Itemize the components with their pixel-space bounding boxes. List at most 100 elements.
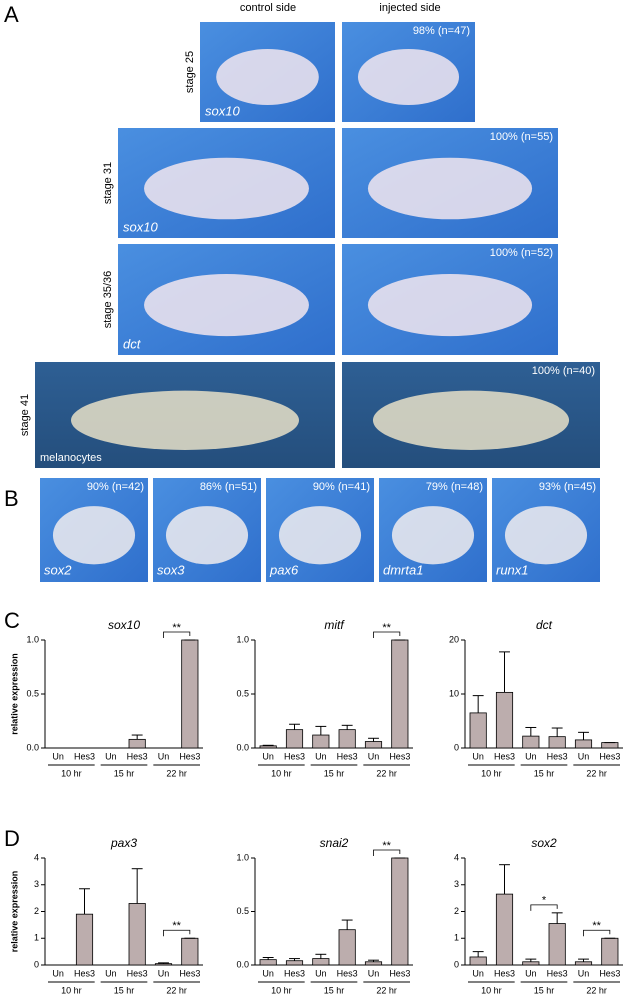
error-bar — [472, 951, 484, 957]
x-tick-label: Un — [315, 751, 327, 761]
marker-label: pax6 — [269, 562, 299, 577]
bar — [469, 712, 487, 749]
bar — [338, 929, 356, 966]
error-bar — [262, 957, 274, 960]
bar — [522, 735, 540, 749]
bar — [128, 738, 146, 749]
marker-label: sox2 — [44, 562, 72, 577]
x-tick-label: Hes3 — [127, 968, 148, 978]
x-tick-label: Un — [578, 968, 590, 978]
x-tick-label: Hes3 — [547, 968, 568, 978]
error-bar — [315, 725, 327, 736]
embryo — [52, 506, 136, 565]
marker-label: sox10 — [205, 103, 240, 118]
bar — [285, 729, 304, 749]
y-axis-label: relative expression — [9, 653, 19, 735]
x-tick-label: Un — [525, 751, 537, 761]
bar — [128, 903, 146, 966]
bar — [364, 741, 383, 749]
group-label: 10 hr — [481, 985, 502, 995]
y-tick-label: 3 — [454, 879, 459, 889]
chart-title: dct — [536, 618, 553, 632]
error-bar — [551, 912, 563, 924]
significance-bracket — [583, 929, 611, 937]
chart-title: sox2 — [531, 836, 557, 850]
x-tick-label: Hes3 — [599, 751, 620, 761]
y-tick-label: 0.5 — [236, 906, 249, 916]
bar — [601, 742, 619, 749]
x-tick-label: Un — [315, 968, 327, 978]
y-tick-label: 0.0 — [26, 742, 39, 752]
bar — [469, 956, 487, 966]
bar — [259, 959, 277, 966]
significance-label: ** — [382, 622, 391, 634]
x-tick-label: Hes3 — [547, 751, 568, 761]
embryo — [357, 49, 460, 105]
y-tick-label: 1.0 — [236, 852, 249, 862]
marker-label: dmrta1 — [383, 562, 423, 577]
embryo — [504, 506, 588, 565]
y-tick-label: 1 — [454, 933, 459, 943]
marker-label: sox10 — [123, 219, 158, 234]
embryo — [216, 49, 319, 105]
y-tick-label: 1.0 — [236, 634, 249, 644]
group-label: 22 hr — [166, 985, 187, 995]
marker-label: sox3 — [157, 562, 185, 577]
x-tick-label: Hes3 — [179, 968, 200, 978]
score-label: 93% (n=45) — [539, 481, 596, 493]
bar — [548, 923, 566, 966]
x-tick-label: Un — [262, 968, 274, 978]
bar — [285, 960, 304, 966]
x-tick-label: Hes3 — [494, 968, 515, 978]
error-bar — [315, 953, 327, 959]
score-label: 90% (n=41) — [313, 481, 370, 493]
significance-bracket — [530, 904, 558, 911]
chart-title: pax3 — [110, 836, 137, 850]
y-tick-label: 0.5 — [26, 688, 39, 698]
x-tick-label: Hes3 — [599, 968, 620, 978]
error-bar — [472, 695, 484, 713]
error-bar — [158, 962, 169, 964]
x-tick-label: Un — [105, 968, 117, 978]
x-tick-label: Un — [262, 751, 274, 761]
group-label: 22 hr — [586, 985, 607, 995]
bar — [312, 734, 330, 749]
group-label: 10 hr — [61, 768, 82, 778]
score-label: 79% (n=48) — [426, 481, 483, 493]
significance-bracket — [163, 929, 191, 937]
score-label: 100% (n=55) — [490, 131, 553, 143]
chart-title: mitf — [324, 618, 345, 632]
bar — [154, 963, 173, 966]
score-label: 100% (n=52) — [490, 247, 553, 259]
error-bar — [341, 724, 353, 730]
y-tick-label: 1.0 — [26, 634, 39, 644]
x-tick-label: Un — [472, 751, 484, 761]
chart-title: sox10 — [108, 618, 140, 632]
y-tick-label: 1 — [34, 933, 39, 943]
x-tick-label: Hes3 — [74, 751, 95, 761]
significance-bracket — [163, 631, 191, 638]
group-label: 22 hr — [376, 768, 397, 778]
error-bar — [525, 958, 537, 962]
x-tick-label: Un — [158, 968, 170, 978]
bar — [391, 639, 409, 749]
significance-label: ** — [592, 920, 601, 932]
error-bar — [499, 864, 510, 895]
score-label: 86% (n=51) — [200, 481, 257, 493]
marker-label: melanocytes — [40, 452, 102, 464]
y-tick-label: 2 — [454, 906, 459, 916]
significance-bracket — [373, 849, 401, 856]
stage-label: stage 35/36 — [102, 271, 114, 329]
y-tick-label: 3 — [34, 879, 39, 889]
panel-label: A — [4, 2, 19, 27]
error-bar — [499, 651, 510, 693]
error-bar — [368, 737, 379, 742]
x-tick-label: Hes3 — [389, 968, 410, 978]
y-tick-label: 0.5 — [236, 688, 249, 698]
y-tick-label: 0 — [454, 959, 459, 969]
significance-label: ** — [382, 840, 391, 852]
y-tick-label: 0.0 — [236, 959, 249, 969]
bar — [574, 739, 593, 749]
x-tick-label: Hes3 — [74, 968, 95, 978]
y-tick-label: 0 — [34, 959, 39, 969]
